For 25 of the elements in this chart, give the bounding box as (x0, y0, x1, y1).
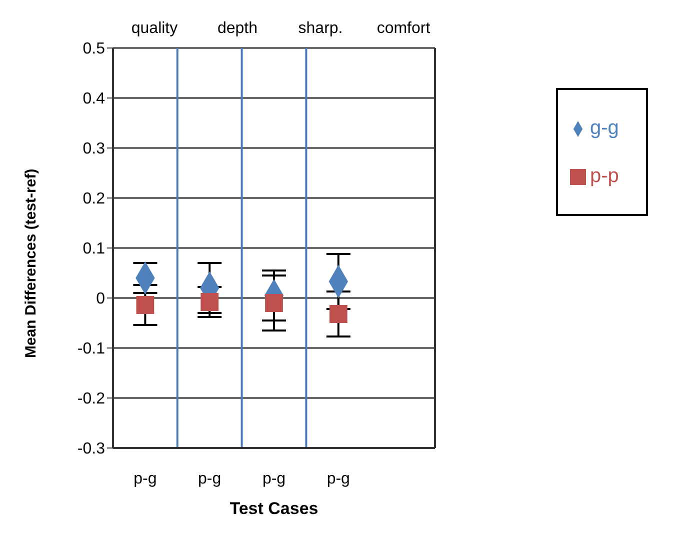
y-tick-label: 0.5 (82, 40, 106, 58)
x-tick-label: p-g (262, 470, 286, 488)
point (329, 305, 348, 323)
x-tick-label: p-g (198, 470, 222, 488)
y-tick-label: 0.3 (82, 140, 106, 158)
text: quality (130, 20, 179, 38)
text: depth (216, 20, 259, 38)
y-tick-label: -0.1 (77, 340, 106, 358)
y-tick-label: 0 (96, 290, 106, 308)
x-axis-title: Test Cases (230, 499, 318, 518)
x-tick-label: p-g (326, 470, 350, 488)
legend-label: g-g (590, 117, 619, 139)
x-tick-label: p-g (134, 470, 157, 488)
point (200, 293, 219, 311)
text: sharp. (297, 20, 344, 38)
point (265, 294, 283, 312)
y-tick-label: 0.4 (82, 90, 106, 108)
legend-label: p-p (590, 165, 619, 187)
y-axis-title: Mean Differences (test-ref) (22, 168, 40, 358)
y-tick-label: -0.3 (77, 440, 106, 458)
y-tick-label: -0.2 (77, 390, 106, 408)
y-tick-label: 0.1 (82, 240, 106, 258)
text: comfort (376, 20, 432, 38)
point (136, 296, 154, 314)
y-tick-label: 0.2 (82, 190, 106, 208)
